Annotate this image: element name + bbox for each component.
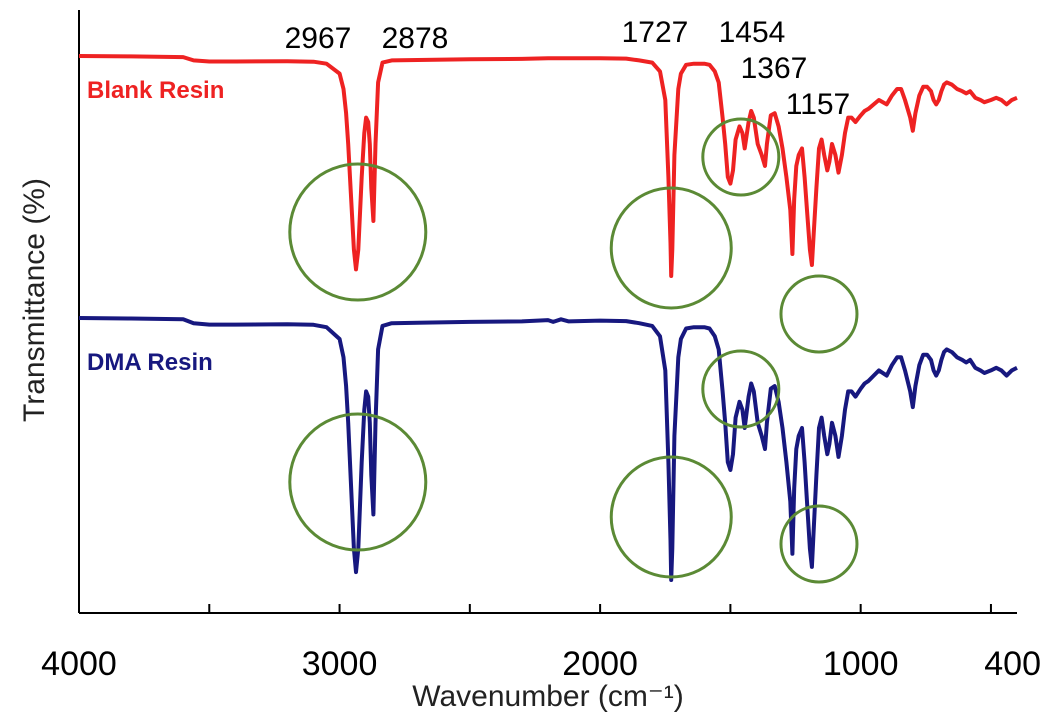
y-axis-title: Transmittance (%) bbox=[18, 178, 51, 422]
x-axis-tick-labels: 4000 3000 2000 1000 400 bbox=[41, 645, 1041, 683]
peak-label-2967: 2967 bbox=[285, 22, 352, 55]
peak-label-2878: 2878 bbox=[382, 22, 449, 55]
x-tick-label: 1000 bbox=[823, 645, 899, 683]
dma-resin-spectrum-line bbox=[79, 318, 1017, 580]
x-tick-label: 400 bbox=[984, 645, 1041, 683]
series-layer bbox=[79, 56, 1017, 580]
peak-label-1454: 1454 bbox=[719, 16, 786, 49]
blank-resin-label: Blank Resin bbox=[87, 77, 224, 104]
dma-resin-label: DMA Resin bbox=[87, 349, 213, 376]
peak-highlight-circle bbox=[781, 276, 857, 352]
peak-label-1367: 1367 bbox=[741, 52, 808, 85]
peak-label-1157: 1157 bbox=[786, 88, 851, 121]
x-tick-label: 2000 bbox=[562, 645, 638, 683]
peak-label-1727: 1727 bbox=[622, 16, 689, 49]
x-tick-label: 4000 bbox=[41, 645, 117, 683]
x-axis-title: Wavenumber (cm⁻¹) bbox=[412, 680, 683, 713]
peak-highlight-circle bbox=[703, 351, 779, 427]
x-axis-ticks bbox=[209, 604, 991, 613]
series-labels: Blank Resin DMA Resin bbox=[87, 77, 224, 376]
x-tick-label: 3000 bbox=[302, 645, 378, 683]
